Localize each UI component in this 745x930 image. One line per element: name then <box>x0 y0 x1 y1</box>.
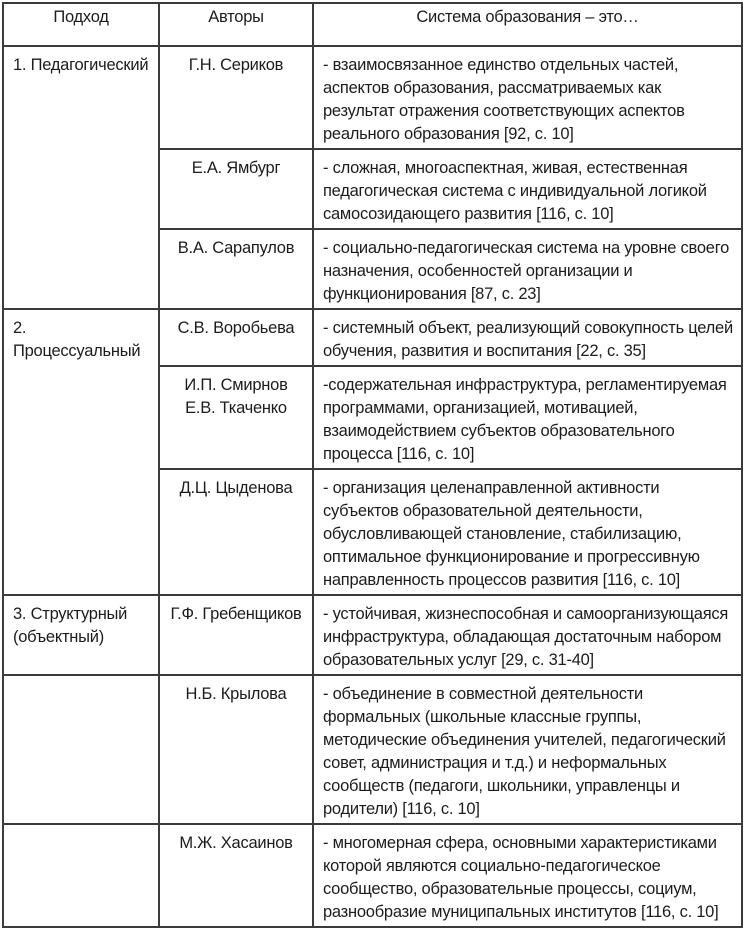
table-row: М.Ж. Хасаинов - многомерная сфера, основ… <box>2 823 743 928</box>
author-cell: Н.Б. Крылова <box>158 674 314 825</box>
table-row: И.П. Смирнов Е.В. Ткаченко -содержательн… <box>3 365 743 470</box>
table-row: 3. Структурный (объектный) Г.Ф. Гребенщи… <box>2 594 743 676</box>
definition-cell: - объединение в совместной деятельности … <box>312 674 743 825</box>
definition-cell: -содержательная инфраструктура, регламен… <box>312 365 743 470</box>
table-row: 1. Педагогический Г.Н. Сериков - взаимос… <box>2 45 743 310</box>
column-header-definition: Система образования – это… <box>312 2 743 47</box>
author-cell: М.Ж. Хасаинов <box>158 823 314 928</box>
definition-cell: - социально-педагогическая система на ур… <box>312 228 743 310</box>
author-cell: И.П. Смирнов Е.В. Ткаченко <box>158 365 314 470</box>
table-row: Е.А. Ямбург - сложная, многоаспектная, ж… <box>3 148 743 230</box>
approach-cell: 3. Структурный (объектный) <box>2 594 160 676</box>
approach-cell: 2. Процессуальный <box>2 308 160 596</box>
column-header-authors: Авторы <box>158 2 314 47</box>
header-row: Подход Авторы Система образования – это… <box>2 2 743 47</box>
author-cell: Г.Ф. Гребенщиков <box>158 594 314 676</box>
table-row: Д.Ц. Цыденова - организация целенаправле… <box>3 468 743 596</box>
approach-cell-empty <box>2 674 160 825</box>
definition-cell: - сложная, многоаспектная, живая, естест… <box>312 148 743 230</box>
author-cell: В.А. Сарапулов <box>158 228 314 310</box>
author-cell: Е.А. Ямбург <box>158 148 314 230</box>
definition-cell: - системный объект, реализующий совокупн… <box>312 308 743 367</box>
author-cell: С.В. Воробьева <box>158 308 314 367</box>
definition-cell: - организация целенаправленной активност… <box>312 468 743 596</box>
author-cell: Д.Ц. Цыденова <box>158 468 314 596</box>
definition-cell: - устойчивая, жизнеспособная и самоорган… <box>312 594 743 676</box>
table-row: В.А. Сарапулов - социально-педагогическа… <box>3 228 743 310</box>
author-cell: Г.Н. Сериков <box>158 45 314 150</box>
approach-cell-empty <box>2 823 160 928</box>
definition-cell: - взаимосвязанное единство отдельных час… <box>312 45 743 150</box>
column-header-approach: Подход <box>2 2 160 47</box>
table-row: Н.Б. Крылова - объединение в совместной … <box>2 674 743 825</box>
definition-cell: - многомерная сфера, основными характери… <box>312 823 743 928</box>
approach-cell: 1. Педагогический <box>2 45 160 310</box>
table-row: 2. Процессуальный С.В. Воробьева - систе… <box>2 308 743 596</box>
